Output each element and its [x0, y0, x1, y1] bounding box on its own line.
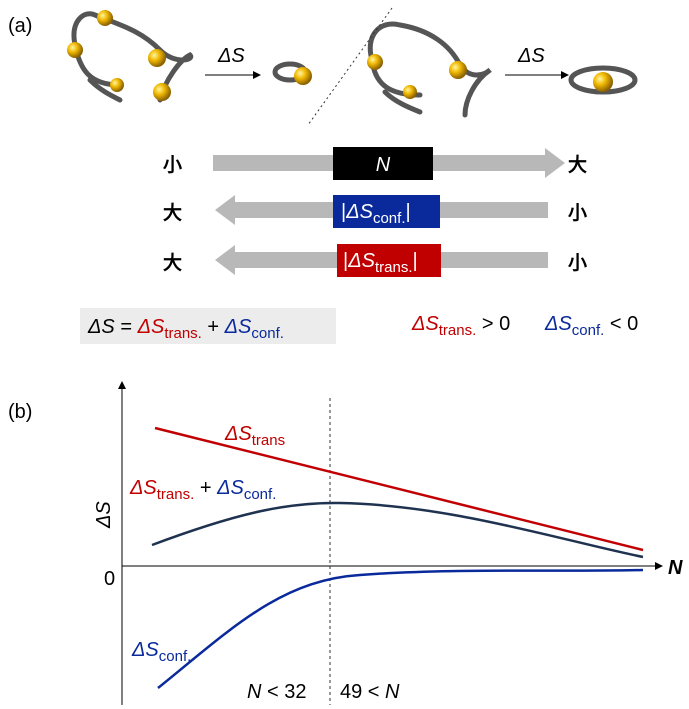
t: ΔS	[87, 316, 115, 338]
curve-label: ΔStrans. + ΔSconf.	[129, 477, 276, 503]
signs: ΔSconf. < 0	[544, 313, 638, 339]
t: < 0	[604, 313, 638, 335]
scale-left: 大	[163, 251, 182, 274]
t: conf.	[244, 486, 277, 503]
curve-label: ΔSconf.	[131, 639, 191, 665]
t: > 0	[476, 313, 510, 335]
t: ΔS	[137, 316, 165, 338]
t: conf.	[159, 648, 192, 665]
conf-curve	[158, 570, 643, 688]
scale-left: 小	[163, 154, 182, 176]
t: < 32	[261, 681, 306, 703]
t: ΔS	[216, 477, 244, 499]
t: ΔS	[224, 423, 252, 445]
t: conf.	[251, 325, 284, 342]
zero-label: 0	[104, 568, 115, 590]
t: trans.	[157, 486, 195, 503]
t: trans.	[439, 322, 477, 339]
t: |	[406, 201, 411, 223]
t: ΔS	[224, 316, 252, 338]
region-label: 49 < N	[340, 681, 400, 703]
figure: (a) ΔS ΔS 小 大 大 小 大 小 N |ΔSconf.| |ΔStra…	[0, 0, 689, 709]
t: ΔS	[345, 201, 373, 223]
signs: ΔStrans. > 0	[411, 313, 510, 339]
panel-label: (b)	[8, 401, 32, 423]
t: =	[115, 316, 138, 338]
t: +	[194, 477, 217, 499]
t: ΔS	[347, 250, 375, 272]
t: ΔS	[129, 477, 157, 499]
scale-right: 小	[568, 252, 587, 274]
scale-left: 大	[163, 201, 182, 224]
t: +	[202, 316, 225, 338]
t: trans	[252, 432, 285, 449]
box-text: N	[376, 154, 391, 176]
t: trans.	[164, 325, 202, 342]
t: 49 <	[340, 681, 385, 703]
arrow-label: ΔS	[217, 45, 245, 67]
region-label: N < 32	[247, 681, 307, 703]
t: conf.	[572, 322, 605, 339]
t: conf.	[373, 210, 406, 227]
panel-label: (a)	[8, 15, 32, 37]
arrow-label: ΔS	[517, 45, 545, 67]
t: |	[412, 250, 417, 272]
scale-right: 小	[568, 202, 587, 224]
sum-curve	[152, 503, 643, 557]
curve-label: ΔStrans	[224, 423, 285, 449]
t: ΔS	[544, 313, 572, 335]
t: ΔS	[411, 313, 439, 335]
t: trans.	[375, 259, 413, 276]
y-axis-label: ΔS	[93, 501, 115, 529]
scale-right: 大	[568, 153, 587, 176]
x-axis-label: N	[668, 557, 683, 579]
t: ΔS	[131, 639, 159, 661]
page: (a) ΔS ΔS 小 大 大 小 大 小 N |ΔSconf.| |ΔStra…	[0, 0, 689, 709]
t: N	[247, 681, 262, 703]
t: N	[385, 681, 400, 703]
